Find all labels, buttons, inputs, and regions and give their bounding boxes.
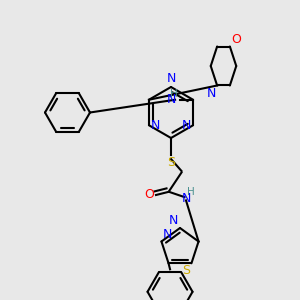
Text: N: N (182, 119, 192, 132)
Text: S: S (182, 264, 190, 277)
Text: S: S (167, 156, 175, 169)
Text: N: N (150, 119, 160, 132)
Text: N: N (181, 191, 191, 205)
Text: N: N (163, 228, 172, 241)
Text: H: H (187, 188, 195, 197)
Text: N: N (167, 93, 177, 106)
Text: O: O (145, 188, 154, 202)
Text: O: O (231, 33, 241, 46)
Text: N: N (166, 73, 176, 85)
Text: H: H (170, 89, 178, 99)
Text: N: N (206, 87, 216, 100)
Text: N: N (169, 214, 178, 227)
